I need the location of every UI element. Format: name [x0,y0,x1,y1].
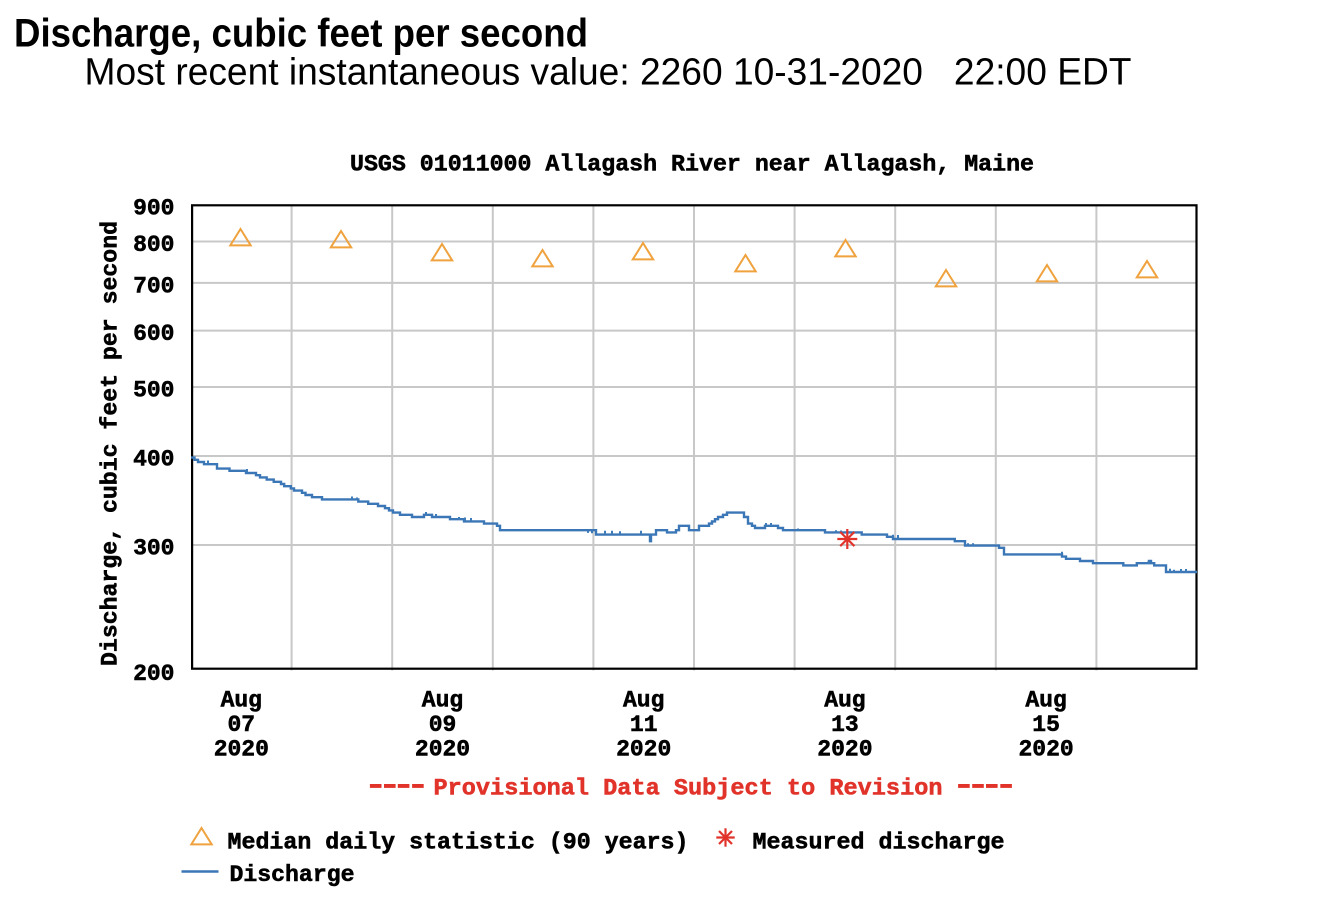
svg-text:Provisional Data Subject to Re: Provisional Data Subject to Revision [434,775,943,801]
svg-text:Measured discharge: Measured discharge [753,830,1005,856]
svg-text:Discharge: Discharge [230,862,355,888]
svg-text:500: 500 [133,378,174,404]
svg-text:Discharge, cubic feet per seco: Discharge, cubic feet per second [98,221,124,666]
svg-text:2020: 2020 [817,737,872,763]
svg-text:200: 200 [133,661,174,687]
svg-text:Aug: Aug [422,687,463,713]
svg-text:900: 900 [133,196,174,222]
svg-text:Aug: Aug [623,687,664,713]
svg-text:300: 300 [133,536,174,562]
svg-text:13: 13 [831,712,859,738]
svg-text:2020: 2020 [214,737,269,763]
svg-text:Median daily statistic (90 yea: Median daily statistic (90 years) [228,830,689,856]
svg-text:07: 07 [227,712,255,738]
svg-text:11: 11 [630,712,658,738]
svg-text:2020: 2020 [415,737,470,763]
svg-text:09: 09 [429,712,457,738]
svg-text:Aug: Aug [221,687,262,713]
svg-text:15: 15 [1032,712,1060,738]
svg-text:Most recent instantaneous valu: Most recent instantaneous value: 2260 10… [85,52,1132,94]
svg-text:USGS 01011000 Allagash River n: USGS 01011000 Allagash River near Allaga… [350,152,1034,178]
svg-text:600: 600 [133,321,174,347]
svg-text:2020: 2020 [1018,737,1073,763]
svg-text:Aug: Aug [1025,687,1066,713]
svg-text:Aug: Aug [824,687,865,713]
svg-text:700: 700 [133,274,174,300]
svg-text:2020: 2020 [616,737,671,763]
svg-text:800: 800 [133,232,174,258]
svg-text:Discharge, cubic feet per seco: Discharge, cubic feet per second [14,12,588,56]
svg-text:400: 400 [133,447,174,473]
